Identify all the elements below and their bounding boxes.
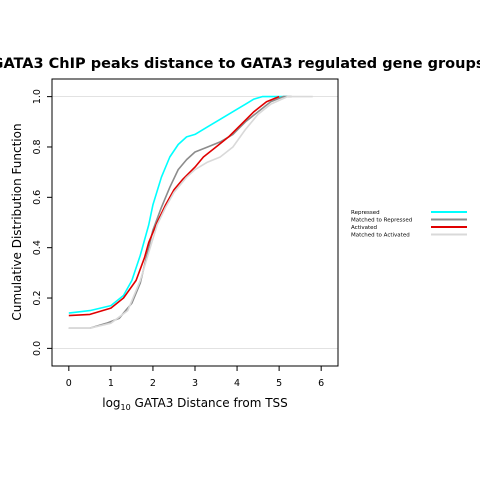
series-line-repressed — [68, 95, 288, 314]
x-tick-label-3: 3 — [192, 378, 198, 389]
y-tick-label-4: 0.8 — [32, 139, 43, 154]
legend-label-matched-to-repressed: Matched to Repressed — [351, 218, 412, 224]
x-tick-label-5: 5 — [276, 378, 282, 389]
legend-label-matched-to-activated: Matched to Activated — [351, 233, 410, 239]
series-layer — [68, 95, 313, 329]
x-axis: 0 1 2 3 4 5 6 — [66, 366, 324, 389]
y-axis-label: Cumulative Distribution Function — [10, 123, 24, 320]
series-line-matched-to-activated — [68, 95, 313, 329]
x-tick-label-0: 0 — [66, 378, 72, 389]
chart-title: GATA3 ChIP peaks distance to GATA3 regul… — [0, 56, 480, 72]
x-tick-label-2: 2 — [150, 378, 156, 389]
x-axis-label-prefix: log — [102, 396, 120, 410]
y-tick-label-5: 1.0 — [32, 89, 43, 104]
y-axis: 0.0 0.2 0.4 0.6 0.8 1.0 — [32, 89, 52, 356]
x-axis-label-rest: GATA3 Distance from TSS — [131, 396, 288, 410]
series-line-activated — [68, 95, 280, 317]
y-tick-label-3: 0.6 — [32, 190, 43, 205]
legend-label-repressed: Repressed — [351, 210, 380, 216]
plot-frame — [51, 78, 339, 367]
y-tick-label-0: 0.0 — [32, 341, 43, 356]
series-line-matched-to-repressed — [68, 95, 292, 329]
x-tick-label-6: 6 — [318, 378, 324, 389]
x-axis-label: log10 GATA3 Distance from TSS — [102, 396, 288, 412]
x-tick-label-4: 4 — [234, 378, 240, 389]
x-tick-label-1: 1 — [108, 378, 114, 389]
legend-label-activated: Activated — [351, 225, 377, 231]
x-axis-label-subscript: 10 — [121, 403, 131, 412]
y-tick-label-2: 0.4 — [32, 240, 43, 255]
y-tick-label-1: 0.2 — [32, 290, 43, 305]
